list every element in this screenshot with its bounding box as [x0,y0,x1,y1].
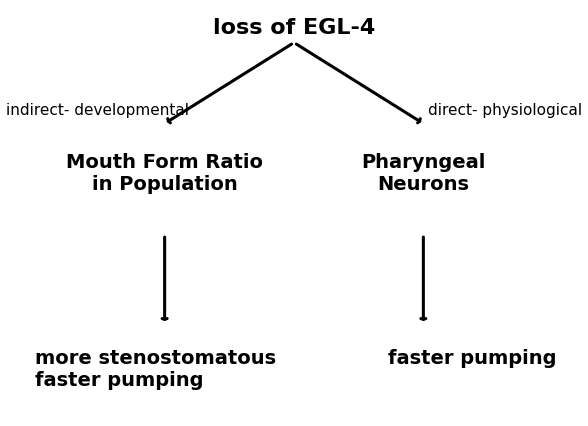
Text: direct- physiological: direct- physiological [428,103,582,118]
Text: Mouth Form Ratio
in Population: Mouth Form Ratio in Population [66,153,263,194]
Text: loss of EGL-4: loss of EGL-4 [213,18,375,38]
Text: indirect- developmental: indirect- developmental [6,103,189,118]
Text: faster pumping: faster pumping [388,349,557,368]
Text: Pharyngeal
Neurons: Pharyngeal Neurons [361,153,486,194]
Text: more stenostomatous
faster pumping: more stenostomatous faster pumping [35,349,276,390]
